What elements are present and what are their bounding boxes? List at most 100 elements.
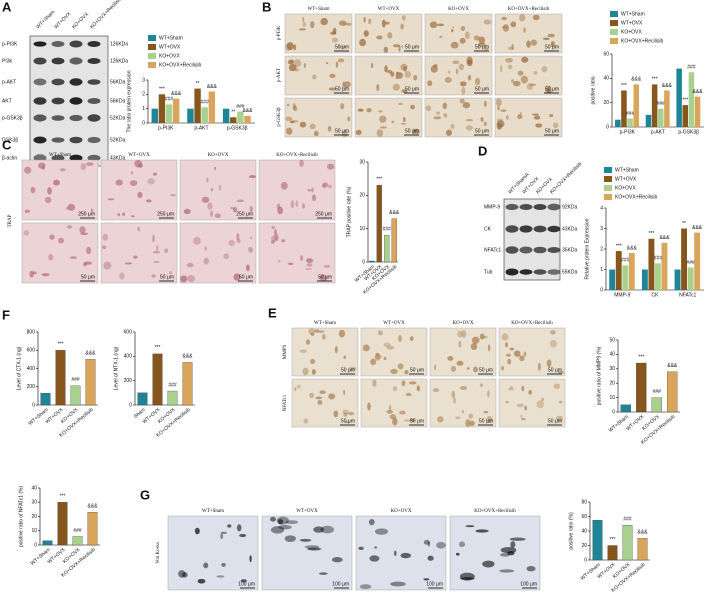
tissue-texture <box>427 540 431 547</box>
bar <box>661 242 668 290</box>
bar <box>70 385 81 406</box>
tissue-texture <box>484 100 487 108</box>
tissue-texture <box>465 419 471 427</box>
scale-bar-label: 50 μm <box>335 86 349 92</box>
bar <box>667 371 678 413</box>
tissue-texture <box>86 246 92 255</box>
y-tick-label: 0 <box>129 402 132 408</box>
y-axis-label: Level of CTX-1 (ng) <box>16 346 22 390</box>
tissue-texture <box>147 178 155 185</box>
tissue-texture <box>133 255 138 259</box>
panel-letter: G <box>140 487 150 502</box>
tissue-texture <box>374 546 378 549</box>
tissue-texture <box>423 539 430 545</box>
tissue-texture <box>389 414 397 420</box>
bar <box>384 235 390 263</box>
tissue-texture <box>437 416 444 423</box>
tissue-texture <box>236 233 240 241</box>
x-tick-label: NFATc1 <box>679 292 696 298</box>
scale-bar-label: 250 μm <box>236 211 253 217</box>
tissue-texture <box>287 262 294 266</box>
tissue-texture <box>483 19 492 25</box>
column-label: WT+OVX <box>128 153 150 158</box>
significance-label: *** <box>610 537 616 543</box>
column-label: WT+Sham <box>308 7 330 12</box>
bar <box>687 267 694 290</box>
tissue-texture <box>404 419 411 422</box>
tissue-texture <box>293 59 302 67</box>
tissue-texture <box>473 366 479 373</box>
y-tick-label: 0 <box>584 557 587 563</box>
tissue-texture <box>277 518 284 525</box>
bar <box>137 392 148 406</box>
significance-label: &&& <box>207 84 218 90</box>
tissue-texture <box>398 334 402 343</box>
tissue-texture <box>204 246 208 251</box>
tissue-texture <box>302 21 306 28</box>
tissue-texture <box>302 16 305 23</box>
bar <box>621 90 627 127</box>
y-tick-label: 10 <box>609 395 615 401</box>
significance-label: &&& <box>692 225 703 231</box>
tissue-texture <box>169 271 173 275</box>
bar <box>655 263 661 290</box>
tissue-texture <box>451 390 456 398</box>
tissue-texture <box>137 191 143 198</box>
tissue-texture <box>535 123 543 128</box>
y-tick-label: 10 <box>31 528 37 534</box>
significance-label: &&& <box>171 91 182 97</box>
tissue-texture <box>413 128 420 135</box>
tissue-texture <box>386 345 395 350</box>
tissue-texture <box>507 64 513 70</box>
tissue-texture <box>552 122 559 129</box>
tissue-texture <box>530 39 537 46</box>
bar <box>682 105 689 127</box>
tissue-texture <box>510 541 516 548</box>
tissue-texture <box>233 273 241 281</box>
tissue-texture <box>468 420 475 427</box>
tissue-texture <box>455 68 459 75</box>
tissue-texture <box>319 274 328 282</box>
legend-label: KO+OVX+Recilisib <box>615 194 657 200</box>
x-tick-label: p-GSK3β <box>227 125 248 131</box>
tissue-texture <box>153 260 160 263</box>
tissue-texture <box>464 31 470 40</box>
tissue-texture <box>425 105 432 112</box>
tissue-texture <box>221 563 226 567</box>
legend-label: WT+Sham <box>615 167 639 173</box>
bar <box>187 108 194 123</box>
y-tick-label: 20 <box>603 100 609 106</box>
tissue-texture <box>456 360 464 366</box>
significance-label: &&& <box>389 210 400 216</box>
tissue-texture <box>392 386 398 392</box>
bar <box>57 502 68 546</box>
tissue-texture <box>505 57 514 63</box>
scale-bar-label: 50 μm <box>405 86 419 92</box>
tissue-texture <box>423 578 430 581</box>
tissue-texture <box>516 403 524 408</box>
y-tick-label: 0 <box>600 287 603 293</box>
legend-swatch <box>148 53 156 59</box>
tissue-texture <box>500 109 507 112</box>
tissue-texture <box>304 545 320 549</box>
significance-label: ### <box>236 104 245 110</box>
tissue-texture <box>499 569 515 573</box>
tissue-texture <box>465 118 474 122</box>
significance-label: &&& <box>87 504 98 510</box>
scale-bar-label: 50 μm <box>545 86 559 92</box>
tissue-texture <box>550 41 555 48</box>
significance-label: ### <box>623 517 632 523</box>
column-label: WT+Sham <box>202 509 224 514</box>
tissue-texture <box>439 35 443 39</box>
y-tick-label: 10 <box>359 226 365 232</box>
tissue-texture <box>67 203 76 211</box>
tissue-texture <box>363 16 366 23</box>
tissue-texture <box>134 160 143 168</box>
scale-bar-label: 50 μm <box>475 128 489 134</box>
tissue-texture <box>249 555 252 563</box>
tissue-texture <box>517 114 523 120</box>
significance-label: ### <box>73 528 82 534</box>
legend-label: KO+OVX+Recilisib <box>621 38 663 44</box>
tissue-texture <box>303 63 306 68</box>
